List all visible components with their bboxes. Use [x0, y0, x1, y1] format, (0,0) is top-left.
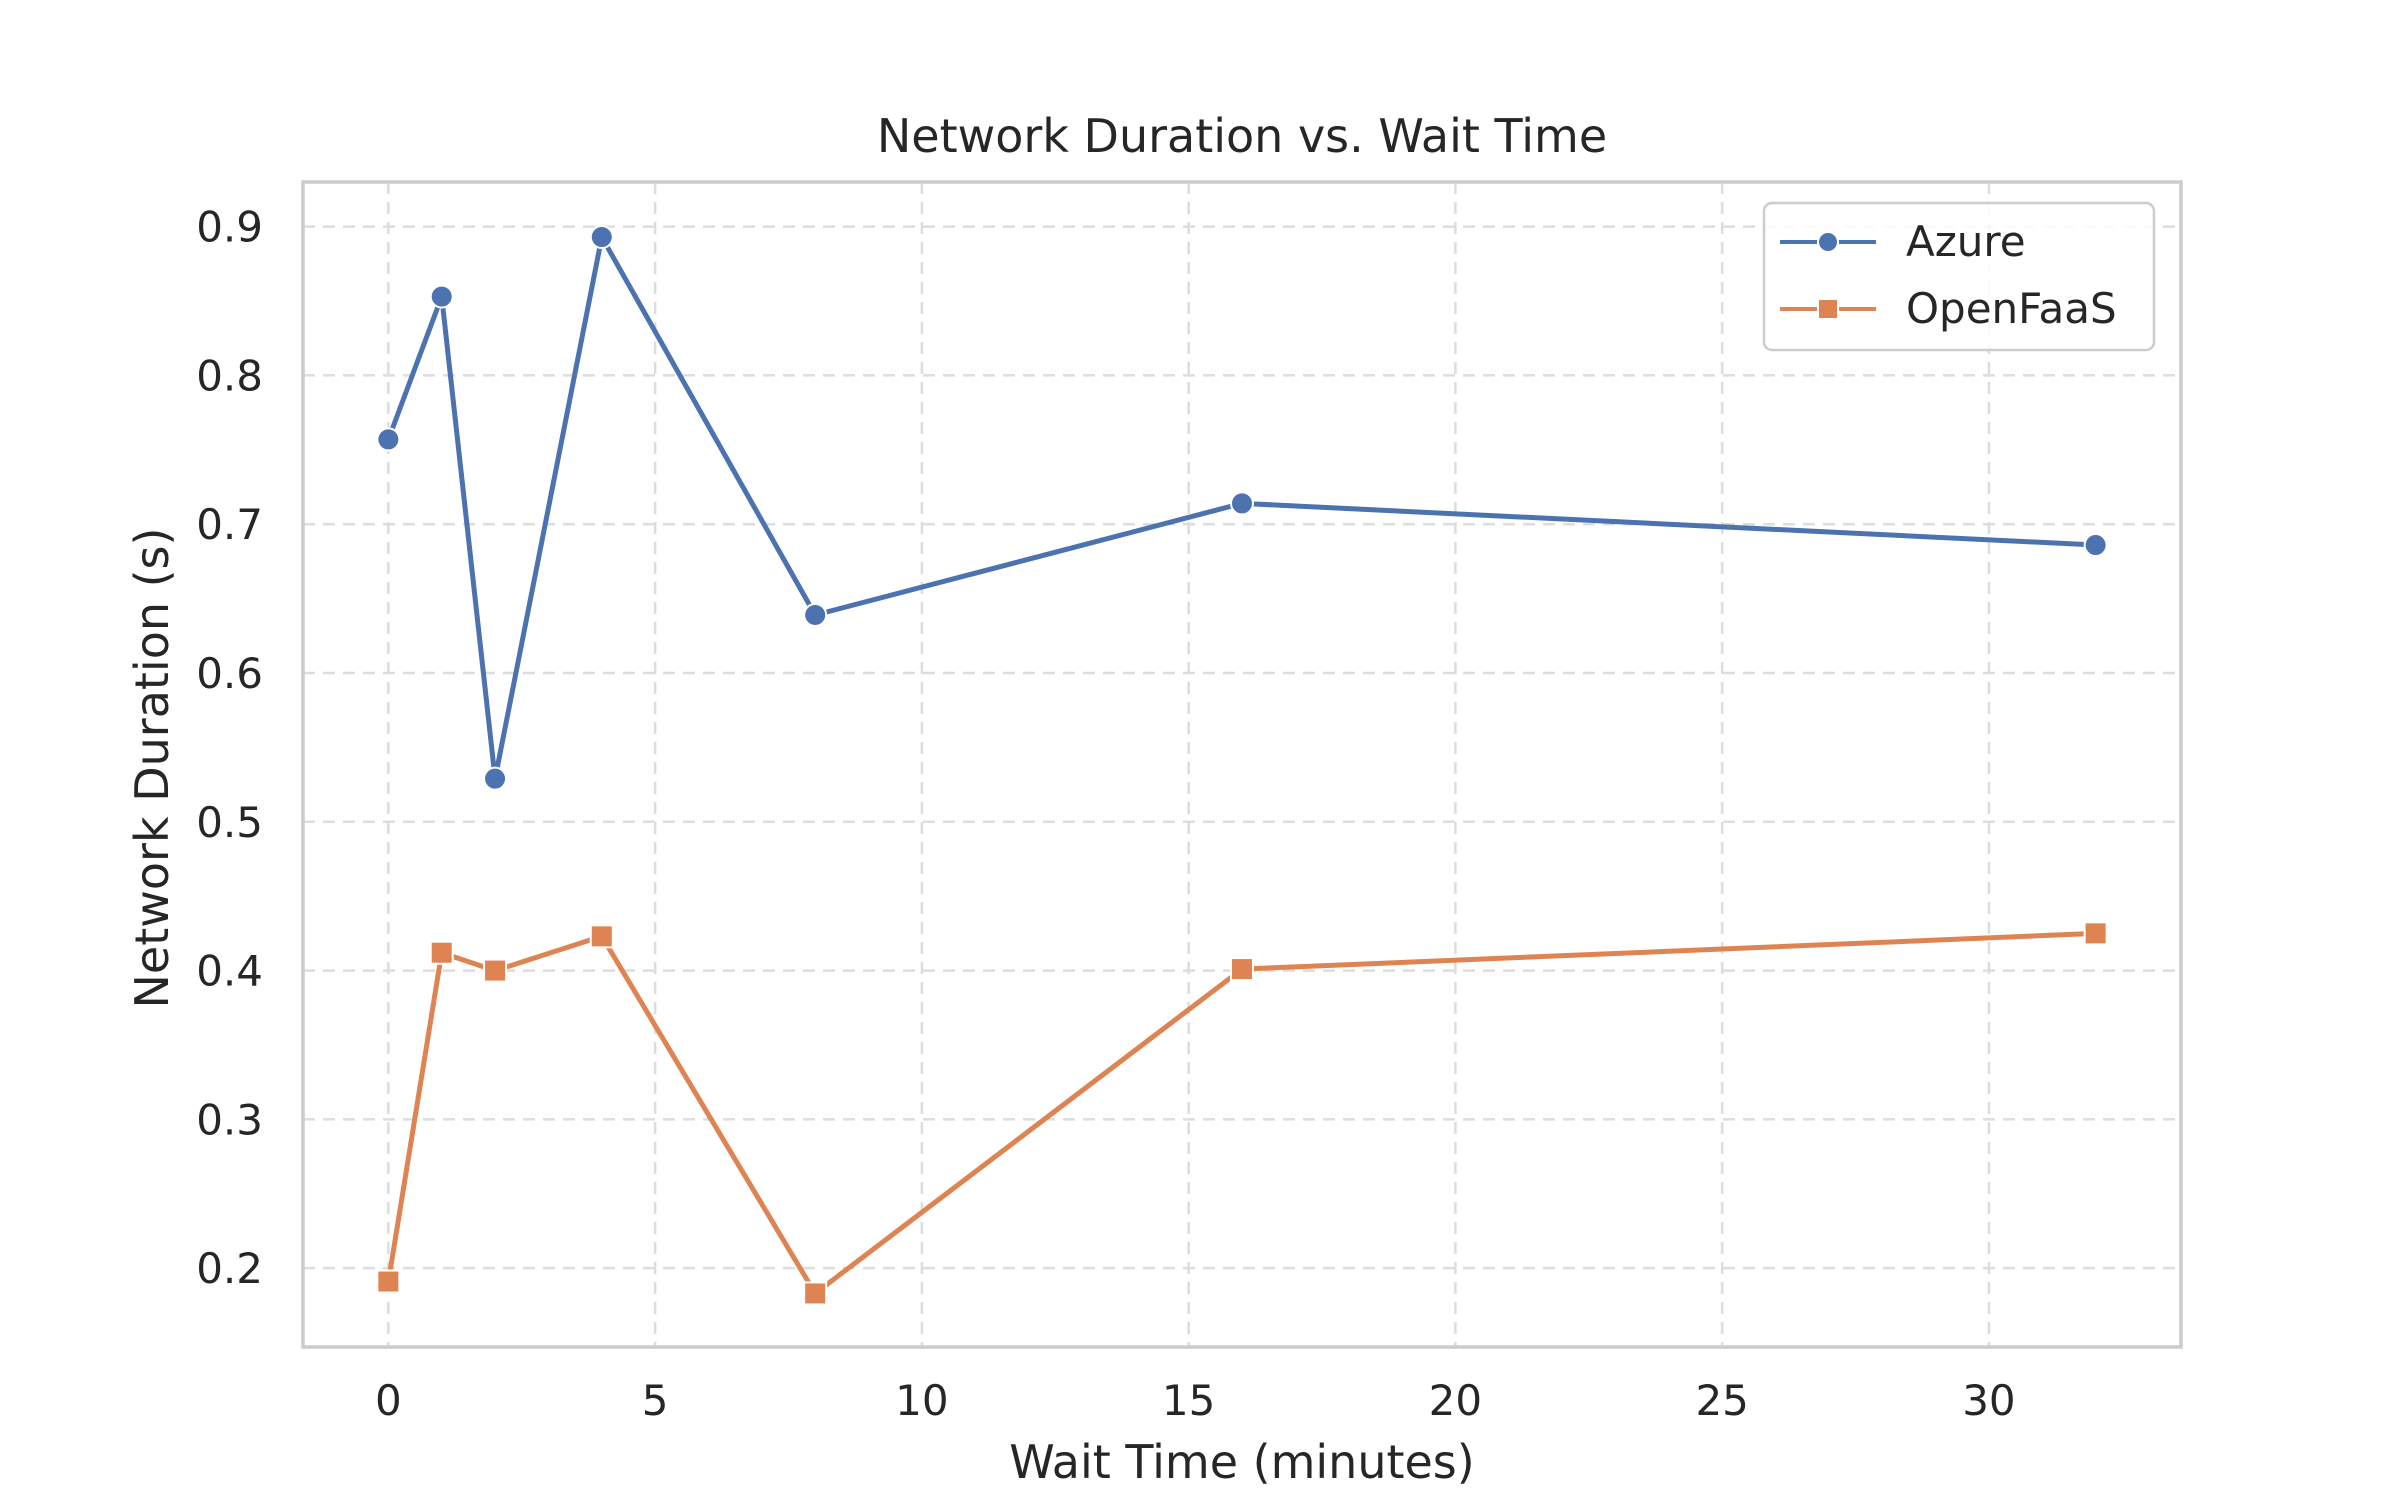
legend-marker-openfaas [1817, 298, 1839, 320]
data-point-azure [589, 225, 614, 250]
data-point-azure [1230, 491, 1254, 516]
data-point-azure [429, 284, 454, 309]
x-tick-label: 5 [642, 1376, 669, 1425]
x-tick-label: 30 [1962, 1376, 2015, 1425]
x-tick-label: 25 [1695, 1376, 1748, 1425]
legend-box [1762, 201, 2156, 352]
data-point-azure [803, 602, 828, 627]
tick-labels: 0 5 10 15 20 25 30 0.2 0.3 0.4 0.5 0.6 0.7 0.8 0.9 [196, 203, 2015, 1425]
x-tick-label: 15 [1162, 1376, 1215, 1425]
data-point-openfaas [1230, 957, 1254, 982]
y-axis-label: Network Duration (s) [125, 528, 179, 1009]
grid [303, 182, 2181, 1347]
data-point-azure [483, 766, 508, 791]
series-layer [376, 225, 2108, 1306]
data-point-openfaas [429, 940, 454, 965]
data-point-azure [376, 427, 401, 452]
x-axis-label: Wait Time (minutes) [1009, 1435, 1474, 1489]
plot-frame [301, 180, 2183, 1349]
series-line-openfaas [385, 930, 2099, 1296]
x-tick-label: 20 [1429, 1376, 1482, 1425]
y-tick-label: 0.7 [196, 500, 263, 549]
data-point-openfaas [803, 1281, 828, 1306]
x-tick-label: 10 [895, 1376, 948, 1425]
data-point-openfaas [2083, 921, 2108, 946]
data-point-azure [2083, 533, 2108, 558]
series-openfaas [376, 921, 2108, 1306]
y-tick-label: 0.3 [196, 1095, 263, 1144]
legend-label-azure: Azure [1906, 217, 2026, 266]
data-point-openfaas [376, 1269, 401, 1294]
legend-item-openfaas: OpenFaaS [1780, 284, 2117, 333]
y-tick-label: 0.2 [196, 1244, 263, 1293]
series-azure [376, 225, 2108, 791]
legend-item-azure: Azure [1780, 217, 2026, 266]
data-point-openfaas [483, 958, 508, 983]
chart-title: Network Duration vs. Wait Time [877, 109, 1607, 163]
x-tick-label: 0 [375, 1376, 402, 1425]
y-tick-label: 0.6 [196, 649, 263, 698]
y-tick-label: 0.9 [196, 203, 263, 252]
data-point-openfaas [589, 924, 614, 949]
legend: Azure OpenFaaS [1762, 201, 2156, 352]
y-tick-label: 0.8 [196, 351, 263, 400]
legend-marker-azure [1817, 231, 1839, 253]
legend-label-openfaas: OpenFaaS [1906, 284, 2117, 333]
y-tick-label: 0.4 [196, 947, 263, 996]
y-tick-label: 0.5 [196, 798, 263, 847]
